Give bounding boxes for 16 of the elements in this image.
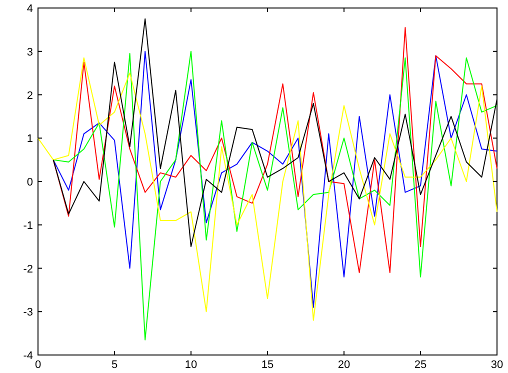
y-tick-label: 2 [26, 90, 33, 102]
x-tick-label: 10 [184, 359, 198, 371]
y-tick-label: -2 [23, 263, 33, 276]
y-tick-label: 3 [26, 46, 33, 58]
x-tick-label: 0 [34, 359, 42, 371]
y-tick-label: -3 [23, 306, 33, 319]
x-tick-label: 30 [490, 359, 504, 371]
x-tick-label: 25 [414, 359, 427, 371]
y-tick-label: -1 [23, 220, 33, 232]
x-tick-label: 20 [338, 359, 350, 371]
y-tick-label: 0 [26, 176, 33, 188]
y-tick-label: 4 [26, 3, 33, 15]
y-tick-label: -4 [23, 350, 33, 362]
x-tick-label: 15 [261, 359, 274, 371]
x-tick-label: 5 [111, 359, 118, 371]
y-tick-label: 1 [26, 133, 33, 146]
